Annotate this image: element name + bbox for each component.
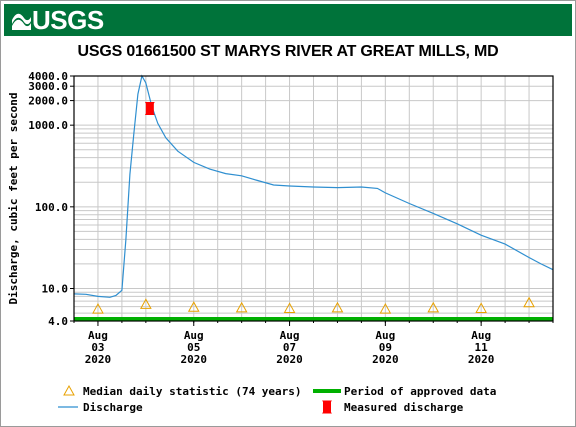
discharge-line <box>73 74 554 298</box>
x-tick-day: 03 <box>91 341 104 354</box>
x-tick-day: 05 <box>187 341 200 354</box>
median-triangle-marker <box>523 296 535 308</box>
y-tick-label: 3000.0 <box>28 80 68 93</box>
legend-measured-fill <box>323 401 331 413</box>
x-tick-year: 2020 <box>372 353 399 366</box>
x-tick-month: Aug <box>471 329 491 342</box>
legend-median-icon <box>63 384 75 396</box>
y-axis-label: Discharge, cubic feet per second <box>7 93 20 305</box>
x-tick-day: 07 <box>283 341 296 354</box>
median-triangle-marker <box>331 301 344 313</box>
x-tick-month: Aug <box>375 329 395 342</box>
x-tick-month: Aug <box>184 329 204 342</box>
legend-measured-label: Measured discharge <box>344 401 464 414</box>
usgs-banner: USGS <box>4 4 572 36</box>
median-triangle-marker <box>475 302 487 313</box>
x-tick-month: Aug <box>280 329 300 342</box>
x-tick-year: 2020 <box>85 353 112 366</box>
legend-approved-label: Period of approved data <box>344 385 496 398</box>
y-tick-label: 4000.0 <box>28 70 68 83</box>
median-triangle-marker <box>140 298 152 309</box>
median-triangle-marker <box>92 303 104 314</box>
chart-title: USGS 01661500 ST MARYS RIVER AT GREAT MI… <box>77 43 499 60</box>
y-tick-label: 100.0 <box>35 201 68 214</box>
y-tick-label: 4.0 <box>48 315 68 328</box>
y-tick-label: 2000.0 <box>28 95 68 108</box>
legend-median-label: Median daily statistic (74 years) <box>83 385 302 398</box>
x-tick-day: 09 <box>379 341 392 354</box>
usgs-logo-icon <box>12 13 31 30</box>
x-tick-year: 2020 <box>276 353 303 366</box>
usgs-logo-text: USGS <box>32 5 104 35</box>
x-tick-day: 11 <box>475 341 489 354</box>
y-tick-label: 10.0 <box>42 283 69 296</box>
legend-discharge-label: Discharge <box>83 401 143 414</box>
median-triangle-marker <box>427 301 440 313</box>
measured-discharge-fill <box>145 102 154 115</box>
median-triangle-marker <box>187 301 200 312</box>
median-triangle-marker <box>379 303 392 314</box>
median-triangle-marker <box>235 301 248 313</box>
x-tick-year: 2020 <box>181 353 208 366</box>
x-tick-month: Aug <box>88 329 108 342</box>
y-tick-label: 1000.0 <box>28 119 68 132</box>
median-triangle-marker <box>283 302 296 313</box>
x-tick-year: 2020 <box>468 353 495 366</box>
